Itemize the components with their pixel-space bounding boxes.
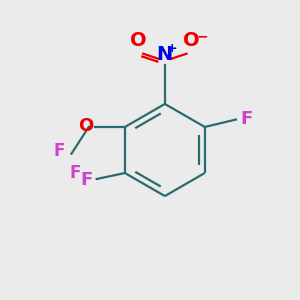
Text: F: F xyxy=(53,142,65,160)
Text: O: O xyxy=(79,117,94,135)
Text: O: O xyxy=(130,31,146,50)
Text: F: F xyxy=(240,110,253,128)
Text: −: − xyxy=(196,29,208,43)
Text: N: N xyxy=(157,45,173,64)
Text: O: O xyxy=(183,31,200,50)
Text: +: + xyxy=(167,43,178,56)
Text: F: F xyxy=(80,171,92,189)
Text: F: F xyxy=(69,164,81,182)
